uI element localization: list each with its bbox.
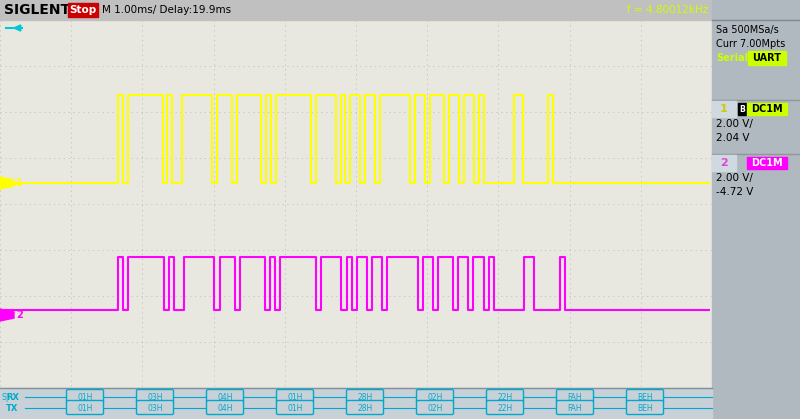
Text: 28H: 28H — [358, 393, 373, 401]
FancyBboxPatch shape — [417, 401, 454, 414]
Bar — [738, 103, 746, 115]
Bar — [748, 51, 786, 65]
Text: Serial: Serial — [716, 53, 748, 63]
Text: f = 4.80012kHz: f = 4.80012kHz — [626, 5, 708, 15]
Text: Sa 500MSa/s: Sa 500MSa/s — [716, 25, 778, 35]
Text: S|: S| — [2, 393, 10, 401]
Text: 2: 2 — [16, 310, 22, 320]
Text: DC1M: DC1M — [751, 104, 783, 114]
FancyBboxPatch shape — [486, 390, 523, 403]
Text: 02H: 02H — [427, 393, 442, 401]
Text: DC1M: DC1M — [751, 158, 783, 168]
Text: 2: 2 — [0, 313, 3, 323]
FancyBboxPatch shape — [137, 390, 174, 403]
Polygon shape — [0, 309, 14, 321]
Text: 01H: 01H — [78, 403, 93, 412]
Bar — [747, 157, 787, 169]
FancyBboxPatch shape — [277, 390, 314, 403]
Text: 1: 1 — [16, 178, 22, 188]
Text: SIGLENT: SIGLENT — [4, 3, 70, 17]
Polygon shape — [0, 177, 14, 189]
Bar — [712, 0, 800, 419]
FancyBboxPatch shape — [206, 401, 243, 414]
FancyBboxPatch shape — [626, 390, 663, 403]
FancyBboxPatch shape — [557, 390, 594, 403]
FancyBboxPatch shape — [346, 390, 383, 403]
Text: 03H: 03H — [147, 403, 162, 412]
Bar — [747, 103, 787, 115]
Text: 01H: 01H — [287, 403, 302, 412]
Text: 04H: 04H — [218, 403, 233, 412]
Bar — [0, 388, 712, 419]
Text: 22H: 22H — [498, 393, 513, 401]
Bar — [0, 0, 800, 20]
FancyBboxPatch shape — [417, 390, 454, 403]
Text: FAH: FAH — [568, 403, 582, 412]
Text: 28H: 28H — [358, 403, 373, 412]
Text: 04H: 04H — [218, 393, 233, 401]
Text: 2.00 V/: 2.00 V/ — [716, 119, 753, 129]
Text: Stop: Stop — [70, 5, 97, 15]
Text: TX: TX — [6, 403, 18, 412]
Text: 03H: 03H — [147, 393, 162, 401]
FancyBboxPatch shape — [626, 401, 663, 414]
FancyBboxPatch shape — [66, 390, 103, 403]
FancyBboxPatch shape — [206, 390, 243, 403]
Text: 1: 1 — [720, 104, 728, 114]
Text: 2: 2 — [720, 158, 728, 168]
Text: M 1.00ms/ Delay:19.9ms: M 1.00ms/ Delay:19.9ms — [102, 5, 231, 15]
Text: 2.04 V: 2.04 V — [716, 133, 750, 143]
Text: -4.72 V: -4.72 V — [716, 187, 754, 197]
Text: 2.00 V/: 2.00 V/ — [716, 173, 753, 183]
Bar — [68, 3, 98, 17]
FancyBboxPatch shape — [486, 401, 523, 414]
Bar — [0, 20, 712, 388]
Text: BEH: BEH — [637, 393, 653, 401]
Text: 22H: 22H — [498, 403, 513, 412]
FancyBboxPatch shape — [557, 401, 594, 414]
Text: UART: UART — [753, 53, 782, 63]
Text: BEH: BEH — [637, 403, 653, 412]
Text: RX: RX — [6, 393, 19, 401]
Text: 02H: 02H — [427, 403, 442, 412]
Text: B: B — [739, 104, 745, 114]
FancyBboxPatch shape — [277, 401, 314, 414]
FancyBboxPatch shape — [66, 401, 103, 414]
Text: Curr 7.00Mpts: Curr 7.00Mpts — [716, 39, 786, 49]
Text: FAH: FAH — [568, 393, 582, 401]
Text: 1: 1 — [0, 178, 3, 188]
Text: 01H: 01H — [78, 393, 93, 401]
Bar — [712, 101, 736, 117]
Bar — [712, 155, 736, 171]
FancyBboxPatch shape — [137, 401, 174, 414]
Text: 01H: 01H — [287, 393, 302, 401]
FancyBboxPatch shape — [346, 401, 383, 414]
